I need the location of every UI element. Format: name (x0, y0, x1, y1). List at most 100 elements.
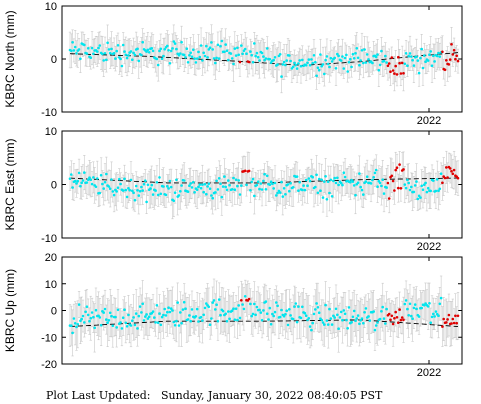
recent-point (390, 314, 394, 318)
recent-point (443, 176, 447, 180)
recent-point (398, 163, 401, 166)
recent-point (393, 317, 396, 320)
data-point (341, 183, 344, 187)
data-point (249, 189, 252, 192)
data-point (433, 60, 436, 63)
data-point (172, 199, 176, 203)
data-point (330, 195, 334, 198)
data-point (81, 179, 85, 182)
y-tick-label: -10 (41, 233, 57, 245)
data-point (407, 54, 411, 58)
data-point (415, 307, 418, 311)
data-point (258, 187, 261, 191)
data-point (233, 188, 237, 191)
data-point (251, 312, 255, 316)
data-point (98, 191, 102, 195)
data-point (201, 59, 204, 62)
data-point (233, 47, 237, 50)
data-point (354, 193, 357, 197)
data-point (128, 188, 131, 192)
data-point (189, 51, 192, 55)
data-point (168, 310, 172, 314)
data-point (334, 307, 338, 311)
data-point (424, 181, 427, 185)
data-point (211, 301, 214, 304)
data-point (153, 316, 156, 319)
data-point (230, 309, 234, 313)
data-point (365, 53, 369, 56)
data-point (168, 62, 172, 65)
data-point (125, 325, 129, 328)
data-point (328, 191, 331, 195)
data-point (420, 306, 424, 310)
data-point (182, 53, 186, 57)
data-point (227, 310, 230, 313)
data-point (224, 312, 227, 316)
data-point (317, 68, 321, 72)
data-point (234, 307, 238, 311)
data-point (190, 308, 194, 311)
data-point (291, 317, 295, 321)
data-point (434, 189, 438, 193)
data-point (336, 176, 339, 180)
data-point (342, 67, 346, 70)
data-point (121, 316, 125, 320)
data-point (198, 55, 202, 59)
data-point (349, 57, 352, 61)
data-point (319, 53, 322, 56)
data-point (120, 327, 124, 330)
data-point (333, 176, 337, 180)
y-tick-label: -10 (41, 107, 57, 119)
data-point (404, 299, 408, 302)
data-point (301, 305, 304, 309)
data-point (326, 180, 330, 183)
data-point (421, 66, 425, 70)
data-point (71, 331, 74, 335)
data-point (137, 314, 141, 318)
data-point (151, 193, 155, 196)
data-point (363, 311, 366, 314)
data-point (343, 312, 347, 316)
data-point (210, 317, 213, 320)
data-point (376, 185, 379, 188)
data-point (284, 63, 287, 67)
data-point (123, 50, 126, 53)
data-point (224, 185, 227, 189)
data-point (260, 51, 264, 55)
recent-point (395, 166, 399, 169)
data-point (336, 52, 339, 56)
data-point (184, 56, 187, 59)
y-tick-label: -10 (41, 332, 57, 344)
data-point (251, 177, 255, 181)
data-point (426, 59, 430, 62)
data-point (264, 57, 268, 60)
data-point (320, 64, 324, 68)
data-point (260, 318, 264, 322)
data-point (324, 303, 327, 307)
data-point (173, 42, 177, 45)
data-point (281, 63, 285, 66)
data-point (225, 319, 229, 323)
data-point (89, 178, 93, 181)
x-tick-label: 2022 (417, 367, 441, 379)
data-point (214, 308, 217, 311)
data-point (208, 323, 212, 327)
data-point (323, 180, 326, 183)
data-point (332, 179, 335, 183)
data-point (423, 304, 426, 307)
data-point (299, 316, 303, 320)
data-point (339, 59, 343, 62)
data-point (345, 318, 348, 322)
data-point (206, 56, 209, 59)
data-point (175, 178, 178, 182)
data-point (268, 183, 272, 186)
recent-point (247, 60, 251, 64)
recent-point (452, 48, 456, 52)
data-point (350, 320, 353, 324)
recent-point (386, 181, 390, 185)
data-point (155, 181, 159, 184)
data-point (116, 186, 120, 189)
data-point (72, 49, 76, 52)
data-point (169, 307, 173, 310)
data-point (205, 302, 208, 305)
